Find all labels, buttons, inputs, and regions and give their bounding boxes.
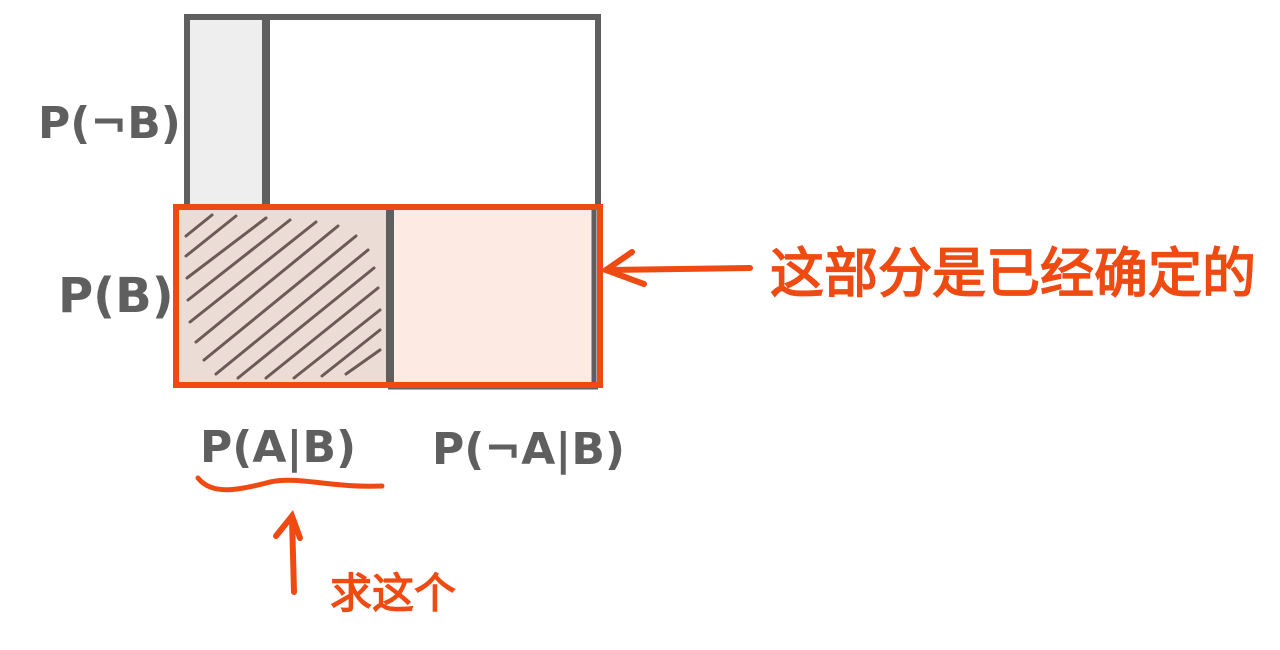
not-b-left-shaded-strip	[190, 20, 264, 204]
label-p-b: P(B)	[58, 268, 174, 324]
annotation-determined-part: 这部分是已经确定的	[770, 242, 1256, 305]
b-region-orange-outline	[173, 204, 603, 388]
p-a-given-b-underline	[195, 475, 385, 493]
label-p-not-b: P(¬B)	[38, 98, 181, 149]
label-p-not-a-given-b: P(¬A|B)	[432, 424, 625, 475]
left-arrow-icon	[599, 249, 753, 287]
hatch-pattern	[184, 213, 382, 380]
annotation-find-this: 求这个	[330, 569, 456, 618]
up-arrow-icon	[273, 509, 303, 595]
b-region-right	[391, 208, 600, 384]
label-p-a-given-b: P(A|B)	[200, 422, 356, 473]
